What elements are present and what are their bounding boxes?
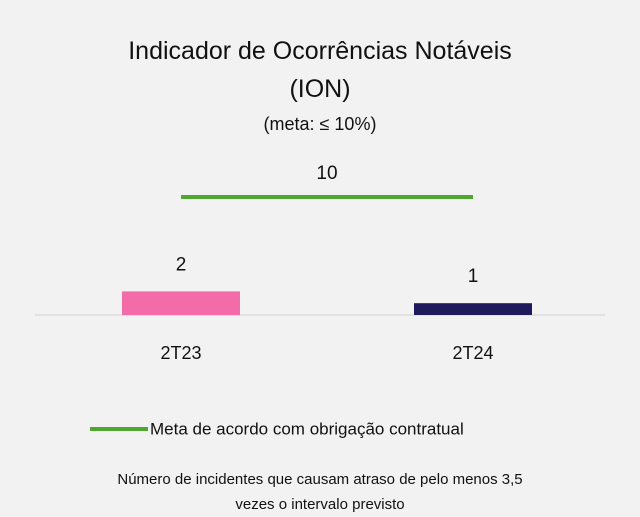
legend-label: Meta de acordo com obrigação contratual [150,419,464,438]
x-tick-label: 2T24 [452,343,493,363]
data-label: 1 [468,266,479,287]
bar [414,303,532,315]
data-label: 2 [176,254,187,275]
chart-subtitle: (meta: ≤ 10%) [263,114,377,134]
bar [122,291,240,315]
data-label: 10 [316,163,337,184]
x-tick-label: 2T23 [160,343,201,363]
chart-title: Indicador de Ocorrências Notáveis (ION) [128,37,512,103]
footnote: Número de incidentes que causam atraso d… [117,471,523,513]
